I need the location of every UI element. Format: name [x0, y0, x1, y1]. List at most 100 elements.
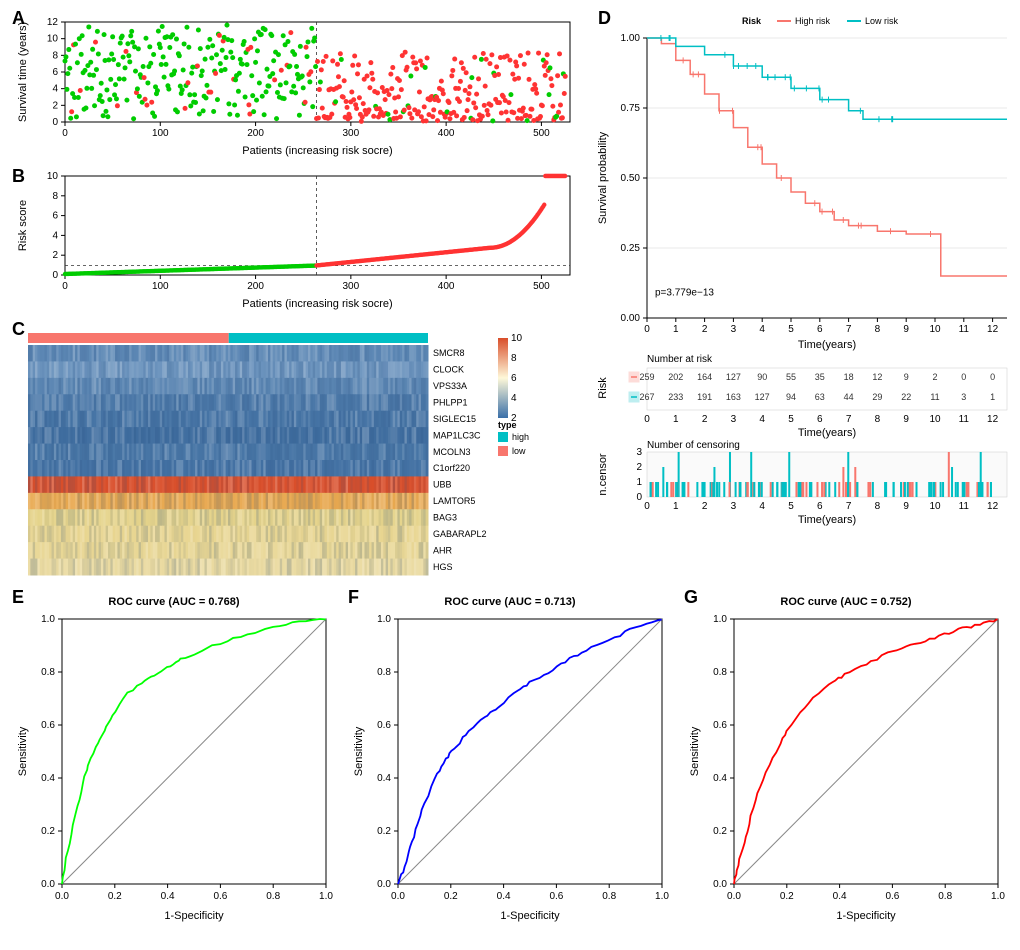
svg-text:191: 191	[697, 392, 712, 402]
svg-text:0: 0	[636, 492, 642, 503]
svg-text:0.4: 0.4	[377, 773, 391, 784]
svg-text:35: 35	[815, 372, 825, 382]
svg-text:1.0: 1.0	[713, 614, 727, 625]
svg-text:0.4: 0.4	[713, 773, 727, 784]
svg-text:11: 11	[959, 414, 970, 425]
svg-text:0.8: 0.8	[938, 891, 952, 902]
svg-text:Patients (increasing risk socr: Patients (increasing risk socre)	[242, 145, 392, 157]
svg-text:63: 63	[815, 392, 825, 402]
svg-text:4: 4	[759, 501, 765, 512]
svg-text:1-Specificity: 1-Specificity	[500, 910, 560, 922]
svg-text:0.8: 0.8	[266, 891, 280, 902]
svg-text:0: 0	[644, 414, 650, 425]
panel-d: D RiskHigh riskLow risk01234567891011120…	[592, 10, 1020, 581]
svg-text:Sensitivity: Sensitivity	[689, 726, 701, 776]
svg-text:7: 7	[846, 501, 852, 512]
svg-text:0.6: 0.6	[885, 891, 899, 902]
svg-text:3: 3	[731, 414, 737, 425]
svg-text:1.0: 1.0	[41, 614, 55, 625]
svg-text:high: high	[512, 432, 529, 442]
svg-text:44: 44	[844, 392, 854, 402]
svg-text:4: 4	[511, 393, 517, 404]
svg-text:0.2: 0.2	[713, 826, 727, 837]
panel-e: E ROC curve (AUC = 0.768)0.00.20.40.60.8…	[10, 589, 1020, 929]
svg-text:7: 7	[846, 414, 852, 425]
panel-b: B 01002003004005000246810Patients (incre…	[10, 168, 580, 313]
svg-text:6: 6	[511, 373, 517, 384]
svg-text:0.8: 0.8	[602, 891, 616, 902]
svg-text:0.2: 0.2	[377, 826, 391, 837]
svg-text:1: 1	[673, 414, 679, 425]
svg-text:low: low	[512, 446, 526, 456]
svg-text:0.0: 0.0	[41, 879, 55, 890]
svg-text:7: 7	[846, 324, 852, 335]
svg-text:0.4: 0.4	[41, 773, 55, 784]
svg-text:12: 12	[987, 501, 999, 512]
svg-text:0.2: 0.2	[41, 826, 55, 837]
svg-text:0.75: 0.75	[621, 103, 641, 114]
svg-text:22: 22	[901, 392, 911, 402]
svg-text:200: 200	[247, 281, 264, 292]
svg-text:0: 0	[62, 128, 68, 139]
svg-text:Time(years): Time(years)	[798, 339, 856, 351]
svg-text:1.0: 1.0	[655, 891, 669, 902]
svg-text:0.6: 0.6	[549, 891, 563, 902]
svg-text:11: 11	[930, 392, 939, 402]
svg-text:400: 400	[438, 281, 455, 292]
svg-text:6: 6	[52, 67, 58, 78]
svg-text:0.4: 0.4	[161, 891, 175, 902]
svg-text:Risk score: Risk score	[17, 200, 29, 251]
svg-text:10: 10	[929, 414, 941, 425]
svg-text:Sensitivity: Sensitivity	[17, 726, 29, 776]
svg-text:GABARAPL2: GABARAPL2	[433, 529, 487, 539]
panel-f-label: F	[348, 587, 359, 608]
svg-text:3: 3	[731, 501, 737, 512]
svg-text:11: 11	[959, 324, 970, 335]
svg-text:VPS33A: VPS33A	[433, 381, 467, 391]
svg-text:9: 9	[903, 324, 909, 335]
svg-text:Risk: Risk	[597, 377, 609, 399]
svg-text:6: 6	[817, 414, 823, 425]
svg-text:127: 127	[726, 372, 741, 382]
svg-text:0: 0	[961, 372, 966, 382]
svg-text:1-Specificity: 1-Specificity	[164, 910, 224, 922]
svg-text:0.6: 0.6	[377, 720, 391, 731]
svg-text:Patients (increasing risk socr: Patients (increasing risk socre)	[242, 298, 392, 310]
svg-text:0.4: 0.4	[833, 891, 847, 902]
svg-text:8: 8	[875, 324, 881, 335]
svg-text:0.2: 0.2	[780, 891, 794, 902]
svg-text:C1orf220: C1orf220	[433, 463, 470, 473]
svg-text:10: 10	[511, 333, 523, 344]
svg-text:8: 8	[511, 353, 517, 364]
svg-text:0: 0	[990, 372, 995, 382]
svg-text:0.0: 0.0	[713, 879, 727, 890]
svg-text:0: 0	[52, 270, 58, 281]
svg-text:267: 267	[639, 392, 654, 402]
svg-text:259: 259	[639, 372, 654, 382]
svg-text:3: 3	[961, 392, 966, 402]
svg-text:0.0: 0.0	[55, 891, 69, 902]
svg-text:100: 100	[152, 128, 169, 139]
svg-text:4: 4	[52, 230, 58, 241]
svg-text:233: 233	[668, 392, 683, 402]
svg-text:CLOCK: CLOCK	[433, 365, 464, 375]
svg-text:LAMTOR5: LAMTOR5	[433, 496, 475, 506]
svg-text:Survival probability: Survival probability	[597, 131, 609, 224]
panel-b-label: B	[12, 166, 25, 187]
svg-text:9: 9	[903, 501, 909, 512]
svg-text:4: 4	[52, 84, 58, 95]
figure-grid: A 0100200300400500024681012Patients (inc…	[10, 10, 1010, 929]
svg-text:0: 0	[644, 324, 650, 335]
svg-text:p=3.779e−13: p=3.779e−13	[655, 288, 714, 299]
svg-text:55: 55	[786, 372, 796, 382]
svg-text:5: 5	[788, 501, 794, 512]
svg-text:1.0: 1.0	[319, 891, 333, 902]
svg-text:Number at risk: Number at risk	[647, 354, 713, 365]
svg-text:94: 94	[786, 392, 796, 402]
svg-text:6: 6	[52, 211, 58, 222]
svg-text:0.6: 0.6	[213, 891, 227, 902]
svg-text:0.25: 0.25	[621, 243, 641, 254]
svg-text:1.0: 1.0	[377, 614, 391, 625]
svg-text:11: 11	[959, 501, 970, 512]
svg-text:ROC curve (AUC = 0.752): ROC curve (AUC = 0.752)	[780, 596, 911, 608]
